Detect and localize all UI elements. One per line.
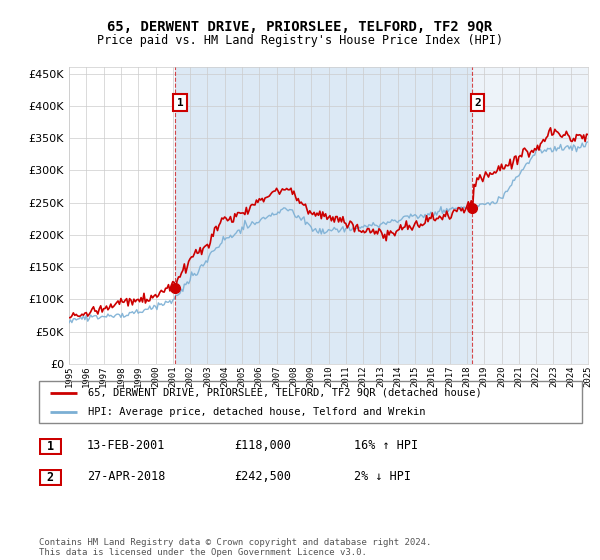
- Text: 16% ↑ HPI: 16% ↑ HPI: [354, 438, 418, 452]
- Text: 13-FEB-2001: 13-FEB-2001: [87, 438, 166, 452]
- Text: HPI: Average price, detached house, Telford and Wrekin: HPI: Average price, detached house, Telf…: [88, 407, 425, 417]
- Text: £242,500: £242,500: [234, 469, 291, 483]
- Text: 27-APR-2018: 27-APR-2018: [87, 469, 166, 483]
- Text: 1: 1: [176, 98, 184, 108]
- Bar: [472, 67, 588, 364]
- Text: Contains HM Land Registry data © Crown copyright and database right 2024.
This d: Contains HM Land Registry data © Crown c…: [39, 538, 431, 557]
- Text: 65, DERWENT DRIVE, PRIORSLEE, TELFORD, TF2 9QR: 65, DERWENT DRIVE, PRIORSLEE, TELFORD, T…: [107, 20, 493, 34]
- Text: 2: 2: [47, 471, 54, 484]
- Text: £118,000: £118,000: [234, 438, 291, 452]
- Text: Price paid vs. HM Land Registry's House Price Index (HPI): Price paid vs. HM Land Registry's House …: [97, 34, 503, 46]
- Text: 65, DERWENT DRIVE, PRIORSLEE, TELFORD, TF2 9QR (detached house): 65, DERWENT DRIVE, PRIORSLEE, TELFORD, T…: [88, 388, 482, 398]
- Bar: [175, 67, 472, 364]
- Text: 2% ↓ HPI: 2% ↓ HPI: [354, 469, 411, 483]
- Text: 1: 1: [47, 440, 54, 454]
- Text: 2: 2: [474, 98, 481, 108]
